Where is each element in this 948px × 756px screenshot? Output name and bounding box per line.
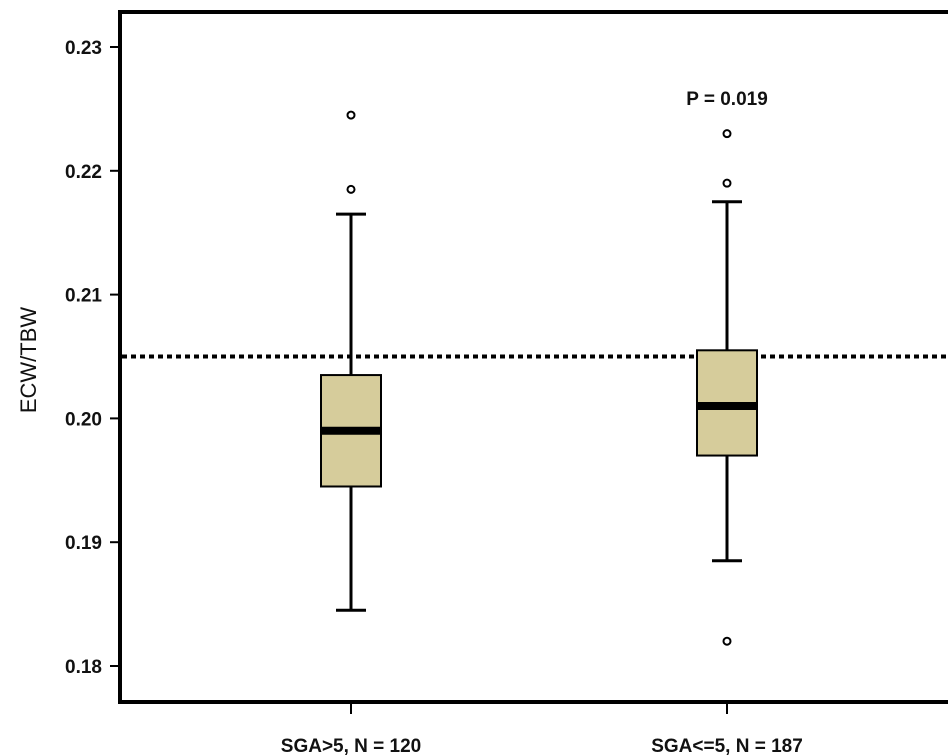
x-axis-ticks: SGA>5, N = 120 SGA<=5, N = 187 (281, 702, 803, 756)
outlier-point (722, 178, 732, 188)
y-axis-title-group: ECW/TBW (16, 307, 41, 414)
y-tick-label: 0.20 (65, 409, 102, 430)
outlier-point (722, 636, 732, 646)
plot-frame (118, 10, 948, 704)
box-1 (320, 110, 382, 612)
y-tick-label: 0.23 (65, 38, 102, 59)
y-axis-title: ECW/TBW (16, 307, 41, 414)
outlier-point (346, 110, 356, 120)
p-value-annotation: P = 0.019 (686, 89, 768, 110)
y-tick-label: 0.21 (65, 286, 102, 307)
y-tick-label: 0.19 (65, 533, 102, 554)
boxes-group (320, 110, 758, 646)
x-category-label: SGA<=5, N = 187 (651, 736, 803, 756)
y-tick-label: 0.18 (65, 657, 102, 678)
box-2 (696, 129, 758, 646)
y-axis-ticks: 0.18 0.19 0.20 0.21 0.22 0.23 (65, 38, 120, 678)
outlier-point (722, 129, 732, 139)
x-category-label: SGA>5, N = 120 (281, 736, 421, 756)
y-tick-label: 0.22 (65, 162, 102, 183)
outlier-point (346, 184, 356, 194)
